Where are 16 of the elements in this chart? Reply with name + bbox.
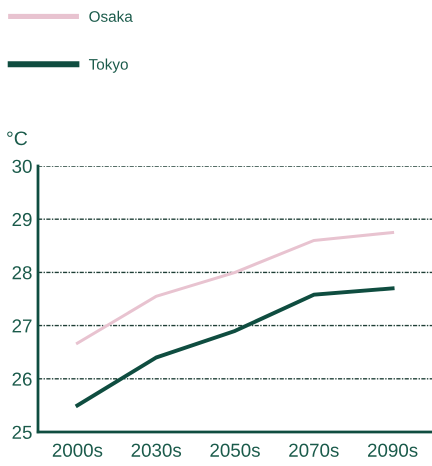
y-tick-label: 28	[12, 266, 32, 280]
line-series	[76, 230, 394, 345]
line-series	[75, 286, 395, 408]
y-tick-label: 30	[12, 160, 32, 173]
legend-label: Osaka	[89, 10, 133, 22]
x-tick-label: 2050s	[210, 444, 260, 457]
y-tick-label: 29	[12, 212, 32, 226]
x-tick-label: 2070s	[289, 444, 339, 457]
x-tick-label: 2000s	[52, 444, 102, 457]
y-axis-title: °C	[7, 131, 28, 146]
y-tick-label: 27	[12, 319, 32, 332]
y-tick-label: 25	[12, 426, 32, 439]
x-tick-label: 2090s	[368, 444, 418, 457]
x-tick-label: 2030s	[132, 444, 182, 457]
y-tick-label: 26	[12, 372, 32, 386]
legend-label: Tokyo	[88, 58, 128, 73]
